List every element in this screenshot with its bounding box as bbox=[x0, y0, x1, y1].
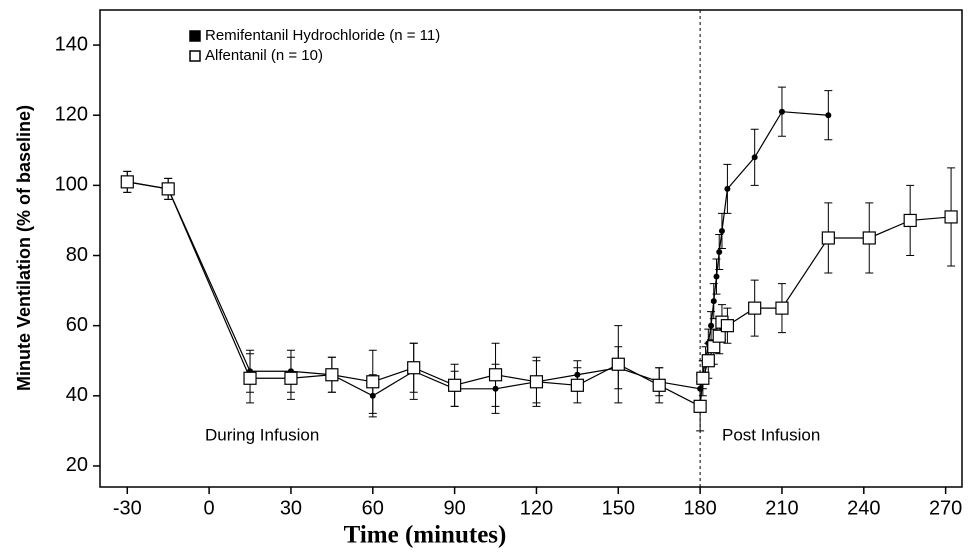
x-tick-label: 240 bbox=[847, 497, 880, 519]
marker bbox=[748, 301, 762, 315]
x-tick-label: 30 bbox=[280, 497, 302, 519]
y-tick-label: 80 bbox=[66, 244, 88, 266]
marker bbox=[407, 361, 421, 375]
x-tick-label: 0 bbox=[204, 497, 215, 519]
y-tick-label: 100 bbox=[55, 174, 88, 196]
marker bbox=[284, 371, 298, 385]
series-line bbox=[127, 111, 829, 397]
legend-marker bbox=[189, 30, 201, 42]
legend-label: Remifentanil Hydrochloride (n = 11) bbox=[205, 27, 440, 44]
y-tick-label: 60 bbox=[66, 314, 88, 336]
marker bbox=[751, 154, 758, 161]
marker bbox=[724, 185, 731, 192]
x-tick-label: 60 bbox=[362, 497, 384, 519]
marker bbox=[944, 210, 958, 224]
marker bbox=[652, 378, 666, 392]
y-axis-label: Minute Ventilation (% of baseline) bbox=[14, 105, 34, 391]
marker bbox=[325, 368, 339, 382]
y-tick-label: 140 bbox=[55, 33, 88, 55]
x-tick-label: 180 bbox=[683, 497, 716, 519]
plot-frame bbox=[99, 9, 963, 488]
marker bbox=[708, 322, 715, 329]
marker bbox=[710, 298, 717, 305]
marker bbox=[712, 329, 726, 343]
marker bbox=[611, 357, 625, 371]
x-tick-label: -30 bbox=[113, 497, 142, 519]
marker bbox=[775, 301, 789, 315]
marker bbox=[696, 371, 710, 385]
marker bbox=[903, 213, 917, 228]
marker bbox=[448, 378, 462, 392]
x-tick-label: 90 bbox=[443, 497, 465, 519]
marker bbox=[529, 375, 544, 389]
marker bbox=[492, 385, 499, 392]
marker bbox=[369, 392, 376, 399]
legend-marker bbox=[189, 50, 201, 62]
marker bbox=[713, 273, 720, 280]
marker bbox=[862, 231, 876, 245]
marker bbox=[825, 112, 832, 119]
marker bbox=[366, 375, 380, 389]
marker bbox=[488, 368, 503, 382]
marker bbox=[701, 354, 715, 368]
marker bbox=[720, 319, 735, 333]
marker bbox=[693, 399, 707, 413]
x-tick-label: 150 bbox=[602, 497, 635, 519]
y-tick-label: 40 bbox=[66, 384, 88, 406]
marker bbox=[243, 371, 257, 385]
y-tick-label: 120 bbox=[55, 104, 88, 126]
annotation: During Infusion bbox=[205, 425, 319, 444]
marker bbox=[120, 175, 134, 189]
annotation: Post Infusion bbox=[722, 425, 820, 444]
y-tick-label: 20 bbox=[66, 454, 88, 476]
marker bbox=[570, 378, 584, 392]
legend-label: Alfentanil (n = 10) bbox=[205, 47, 323, 64]
x-tick-label: 120 bbox=[520, 497, 553, 519]
x-tick-label: 270 bbox=[929, 497, 962, 519]
x-tick-label: 210 bbox=[765, 497, 798, 519]
marker bbox=[821, 231, 835, 245]
marker bbox=[161, 182, 175, 196]
marker bbox=[716, 249, 723, 256]
x-axis-label: Time (minutes) bbox=[344, 522, 507, 549]
marker bbox=[778, 108, 785, 115]
marker bbox=[574, 371, 581, 378]
marker bbox=[697, 385, 704, 392]
marker bbox=[718, 227, 725, 234]
